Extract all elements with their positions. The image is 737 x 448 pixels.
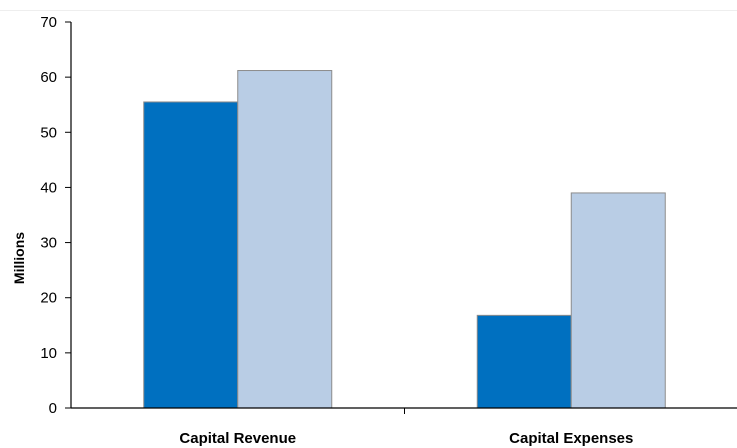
x-category-label: Capital Revenue bbox=[179, 430, 296, 447]
y-tick-label: 10 bbox=[40, 345, 57, 362]
top-divider bbox=[0, 10, 737, 11]
y-tick-label: 20 bbox=[40, 290, 57, 307]
bar-series-1-capital-expenses bbox=[476, 314, 572, 409]
ticks-layer: 0 10 20 30 40 50 60 70 Capital Revenue Capital Ex… bbox=[40, 14, 633, 447]
bars-layer bbox=[143, 70, 666, 409]
y-tick-label: 0 bbox=[49, 400, 57, 417]
y-axis-title: Millions bbox=[11, 232, 27, 284]
bar-series-2-capital-revenue bbox=[237, 70, 333, 409]
y-tick-label: 70 bbox=[40, 14, 57, 31]
bar-series-2-capital-expenses bbox=[570, 192, 666, 409]
y-tick-label: 40 bbox=[40, 179, 57, 196]
x-category-label: Capital Expenses bbox=[509, 430, 633, 447]
bar-series-1-capital-revenue bbox=[143, 101, 239, 409]
y-tick-label: 30 bbox=[40, 235, 57, 252]
y-tick-label: 50 bbox=[40, 124, 57, 141]
y-tick-label: 60 bbox=[40, 69, 57, 86]
